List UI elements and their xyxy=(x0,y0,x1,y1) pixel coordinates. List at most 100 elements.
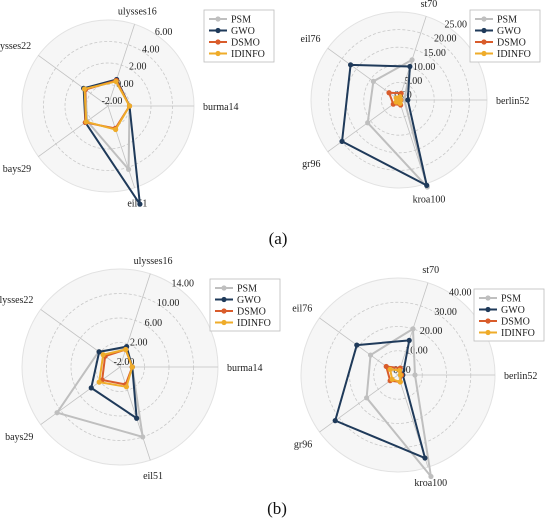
radar-spoke xyxy=(107,24,135,107)
panel-label-a: (a) xyxy=(268,229,288,248)
data-point-IDINFO xyxy=(96,379,102,385)
legend-marker-GWO xyxy=(485,306,491,313)
legend-label-PSM: PSM xyxy=(501,294,521,305)
data-point-DSMO xyxy=(383,363,389,370)
data-point-GWO xyxy=(407,63,413,70)
data-point-GWO xyxy=(339,138,345,144)
legend-marker-DSMO xyxy=(221,308,227,314)
legend-label-PSM: PSM xyxy=(231,15,251,26)
legend-marker-PSM xyxy=(485,295,491,301)
legend-marker-DSMO xyxy=(481,39,487,45)
data-point-GWO xyxy=(96,349,102,355)
data-point-PSM xyxy=(54,410,60,416)
data-point-PSM xyxy=(428,473,434,480)
axis-label-gr96: gr96 xyxy=(302,159,320,170)
tick-label: 5.00 xyxy=(405,76,423,87)
data-point-IDINFO xyxy=(389,376,395,382)
legend-marker-IDINFO xyxy=(215,50,221,57)
data-point-GWO xyxy=(406,337,412,344)
tick-label: 4.00 xyxy=(142,44,160,55)
tick-label: -2.00 xyxy=(102,96,123,107)
data-point-IDINFO xyxy=(397,379,403,385)
legend-label-GWO: GWO xyxy=(497,26,521,37)
data-point-IDINFO xyxy=(123,384,130,390)
data-point-GWO xyxy=(134,415,140,421)
legend-marker-GWO xyxy=(481,27,487,34)
axis-label-berlin52: berlin52 xyxy=(496,96,529,107)
axis-label-st70: st70 xyxy=(422,265,439,276)
radar-spoke xyxy=(38,55,109,107)
axis-label-berlin52: berlin52 xyxy=(504,371,537,382)
data-point-IDINFO xyxy=(387,366,393,372)
data-point-DSMO xyxy=(386,90,392,96)
tick-label: -2.00 xyxy=(114,357,135,368)
radar-spoke xyxy=(398,99,427,184)
radar-chart-3: burma14 ulysses16 ulysses22 bays29 eil51 -2.0… xyxy=(0,256,281,482)
data-point-GWO xyxy=(137,201,143,207)
data-point-IDINFO xyxy=(113,78,119,85)
series-line-IDINFO xyxy=(98,348,134,388)
data-point-IDINFO xyxy=(129,364,135,370)
data-point-IDINFO xyxy=(393,99,399,105)
axis-label-eil76: eil76 xyxy=(292,304,312,315)
data-point-PSM xyxy=(365,120,371,126)
tick-label: 0.00 xyxy=(394,90,412,101)
legend-label-IDINFO: IDINFO xyxy=(501,328,535,339)
data-point-IDINFO xyxy=(126,103,133,109)
data-point-GWO xyxy=(354,342,360,348)
legend-marker-DSMO xyxy=(485,318,491,324)
tick-label: 0.00 xyxy=(116,79,134,90)
tick-label: 6.00 xyxy=(155,27,173,38)
data-point-PSM xyxy=(410,326,416,332)
tick-label: 14.00 xyxy=(172,279,195,290)
data-point-PSM xyxy=(364,395,370,401)
tick-label: 30.00 xyxy=(434,307,457,318)
data-point-GWO xyxy=(332,418,338,424)
data-point-IDINFO xyxy=(113,126,119,133)
legend-label-DSMO: DSMO xyxy=(501,317,530,328)
legend-label-IDINFO: IDINFO xyxy=(231,49,265,60)
axis-label-st70: st70 xyxy=(421,0,438,10)
data-point-IDINFO xyxy=(393,95,399,101)
legend-marker-GWO xyxy=(215,27,221,34)
axis-label-ulysses16: ulysses16 xyxy=(134,256,173,267)
legend-label-DSMO: DSMO xyxy=(237,307,266,318)
axis-label-ulysses22: ulysses22 xyxy=(0,41,31,52)
legend-label-GWO: GWO xyxy=(231,26,255,37)
radar-chart-2: berlin52 st70 eil76 gr96 kroa100 0.00 5.00 10.0… xyxy=(301,0,541,205)
tick-label: 20.00 xyxy=(420,326,443,337)
legend-label-PSM: PSM xyxy=(497,15,517,26)
axis-label-kroa100: kroa100 xyxy=(413,194,446,205)
legend-marker-GWO xyxy=(221,296,227,303)
data-point-IDINFO xyxy=(397,94,403,100)
axis-label-ulysses16: ulysses16 xyxy=(118,7,157,18)
legend-marker-PSM xyxy=(215,16,221,22)
axis-label-bays29: bays29 xyxy=(3,164,31,175)
legend-marker-IDINFO xyxy=(481,50,487,57)
legend-label-GWO: GWO xyxy=(237,295,261,306)
radar-spoke xyxy=(40,366,121,425)
tick-label: 6.00 xyxy=(145,318,163,329)
data-point-IDINFO xyxy=(83,119,89,125)
legend-label-IDINFO: IDINFO xyxy=(237,318,271,329)
axis-label-burma14: burma14 xyxy=(227,363,263,374)
series-line-IDINFO xyxy=(83,80,131,131)
legend-label-GWO: GWO xyxy=(501,305,525,316)
data-point-PSM xyxy=(140,434,146,440)
legend-marker-IDINFO xyxy=(485,329,491,336)
axis-label-eil76: eil76 xyxy=(301,34,321,45)
data-point-GWO xyxy=(424,182,430,188)
data-point-PSM xyxy=(125,166,132,172)
data-point-IDINFO xyxy=(397,372,404,378)
data-point-PSM xyxy=(412,372,418,378)
axis-label-burma14: burma14 xyxy=(203,102,239,113)
legend-marker-PSM xyxy=(221,285,227,291)
legend-marker-IDINFO xyxy=(221,319,227,326)
tick-label: 10.00 xyxy=(405,346,428,357)
legend-label-IDINFO: IDINFO xyxy=(497,49,531,60)
